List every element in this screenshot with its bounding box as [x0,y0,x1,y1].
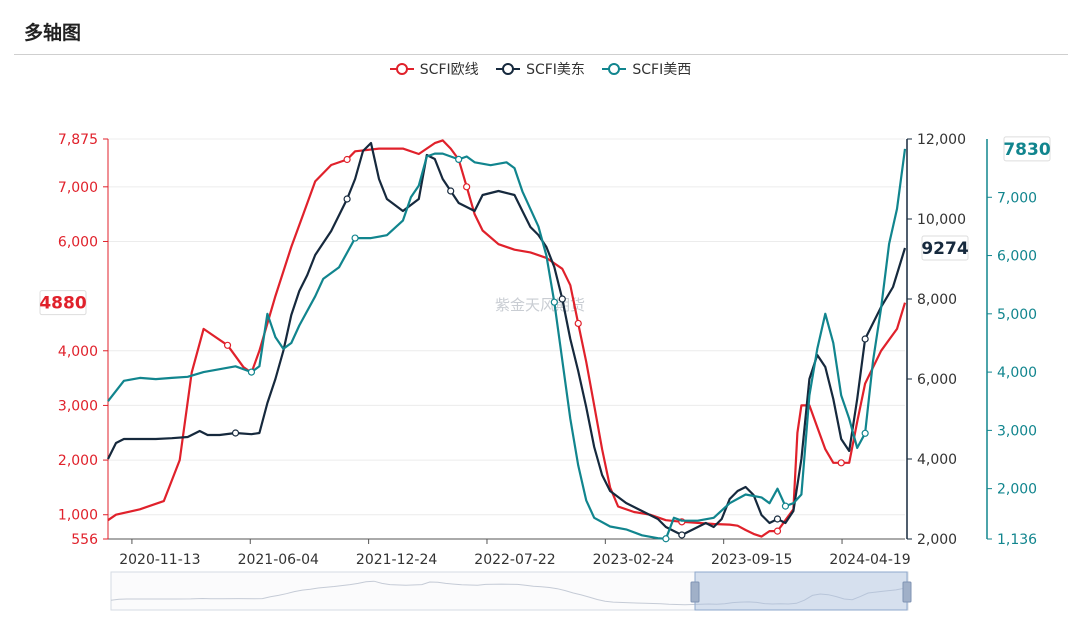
series-line-us_west [107,148,907,540]
legend-item-us-west[interactable]: SCFI美西 [601,59,691,79]
series-point-us_east-76 [861,335,869,343]
series-point-us_east-65 [773,515,782,523]
y-tick-label-eu-7: 7,875 [58,132,98,148]
series-point-eu-62 [837,459,845,467]
x-tick-label-1: 2021-06-04 [238,552,319,568]
y-tick-label-us_west-5: 6,000 [997,249,1037,265]
series-point-us_east-43 [558,295,566,303]
x-tick-label-4: 2023-02-24 [593,552,674,568]
y-tick-label-us_west-0: 1,136 [997,532,1037,548]
x-tick-label-3: 2022-07-22 [474,552,555,568]
current-value-us-east: 9274 [921,239,968,259]
series-point-eu-35 [574,319,582,328]
series-point-eu-17 [343,155,351,164]
page-title: 多轴图 [24,22,82,44]
y-tick-label-us_east-2: 6,000 [917,372,957,388]
current-value-us-east-box [921,235,969,261]
y-tick-label-eu-4: 4,000 [58,344,98,360]
zoom-slider-left-handle[interactable] [690,581,700,603]
x-tick-label-2: 2021-12-24 [356,552,437,568]
zoom-slider-right-handle[interactable] [902,581,912,603]
y-tick-label-us_west-4: 5,000 [997,307,1037,323]
legend-label-eu: SCFI欧线 [419,62,479,78]
series-point-eu-8 [223,341,232,349]
legend-marker-us-west [602,63,627,75]
y-tick-label-us_west-1: 2,000 [997,482,1037,498]
x-tick-label-6: 2024-04-19 [829,552,910,568]
current-value-eu: 4880 [39,294,86,314]
series-line-us_east [107,141,907,537]
y-tick-label-us_east-3: 8,000 [917,292,957,308]
series-point-eu-53 [773,527,782,535]
series-point-us_west-29 [455,155,463,163]
series-line-eu [107,139,907,538]
y-tick-label-us_west-2: 3,000 [997,423,1037,439]
y-tick-label-eu-0: 556 [71,532,98,548]
series-point-us_east-54 [678,531,686,539]
watermark-text: 紫金天风期货 [495,296,585,314]
legend-marker-eu [389,63,414,75]
y-tick-label-eu-3: 3,000 [58,398,98,414]
y-tick-label-eu-1: 1,000 [58,508,98,524]
y-tick-label-us_east-1: 4,000 [917,452,957,468]
zoom-slider-window[interactable] [694,571,908,611]
y-tick-label-eu-2: 2,000 [58,453,98,469]
chart-legend: SCFI欧线 SCFI美东 SCFI美西 [0,59,1080,80]
y-tick-label-us_west-3: 4,000 [997,365,1037,381]
series-point-us_east-32 [447,187,455,195]
y-tick-label-eu-5: 6,000 [58,234,98,250]
y-tick-label-us_west-6: 7,000 [997,190,1037,206]
current-value-us-west-box [1003,136,1051,162]
legend-item-us-east[interactable]: SCFI美东 [495,59,585,79]
series-point-us_west-49 [662,535,670,543]
y-tick-label-us_east-4: 10,000 [917,212,966,228]
series-point-us_west-19 [351,234,359,242]
current-value-us-west: 7830 [1003,140,1050,160]
legend-label-us-west: SCFI美西 [632,62,692,78]
title-divider [14,54,1068,55]
series-point-us_east-10 [231,429,240,437]
current-value-eu-box [39,290,87,316]
series-point-eu-26 [463,183,471,191]
legend-item-eu[interactable]: SCFI欧线 [389,59,479,79]
x-tick-label-5: 2023-09-15 [711,552,792,568]
series-point-us_east-21 [343,195,351,203]
series-point-us_west-69 [861,429,869,437]
y-tick-label-us_east-0: 2,000 [917,532,957,548]
legend-label-us-east: SCFI美东 [526,62,585,78]
y-tick-label-us_east-5: 12,000 [917,132,966,148]
series-point-us_west-9 [247,368,256,376]
series-point-us_west-59 [781,502,790,510]
zoom-slider-preview [110,580,909,606]
x-tick-label-0: 2020-11-13 [119,552,200,568]
series-point-us_west-39 [550,298,558,306]
y-tick-label-eu-6: 7,000 [58,180,98,196]
legend-marker-us-east [496,63,521,75]
